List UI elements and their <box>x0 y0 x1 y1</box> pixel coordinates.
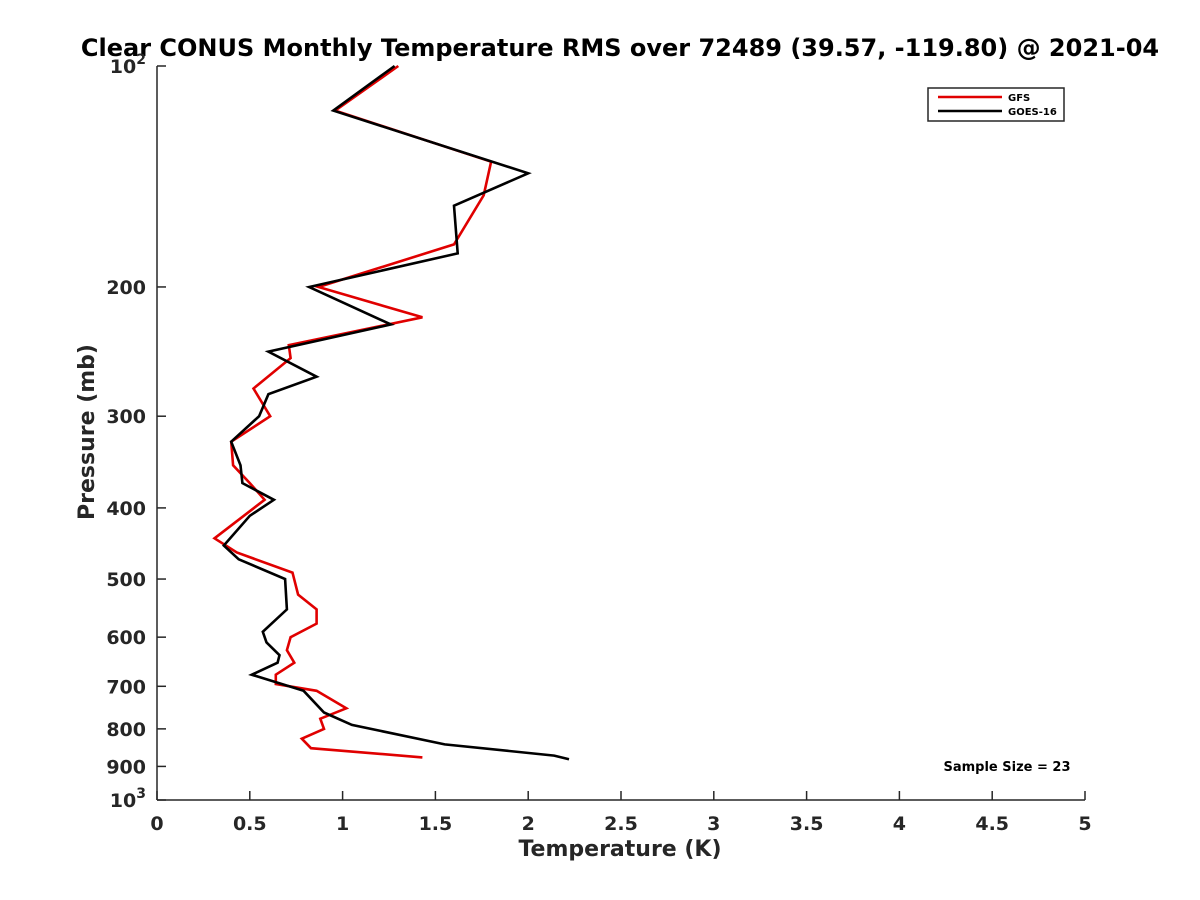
sample-size-note: Sample Size = 23 <box>943 760 1070 775</box>
y-tick-label-base: 10 <box>110 790 136 812</box>
y-tick-label-base: 10 <box>110 56 136 78</box>
x-tick-label: 2.5 <box>604 813 638 835</box>
x-tick-label: 1.5 <box>419 813 453 835</box>
x-tick-label: 3 <box>707 813 720 835</box>
x-axis: 0 0.5 1 1.5 2 2.5 3 3.5 4 4.5 5 <box>150 791 1092 835</box>
x-tick-label: 0 <box>150 813 163 835</box>
legend-label: GOES-16 <box>1008 107 1057 118</box>
x-tick-label: 5 <box>1078 813 1091 835</box>
legend-label: GFS <box>1008 93 1030 104</box>
y-tick-label: 200 <box>106 277 146 299</box>
series-line-goes-16 <box>221 64 570 761</box>
y-tick-label: 700 <box>106 676 146 698</box>
x-tick-label: 1 <box>336 813 349 835</box>
y-tick-label-exponent: 2 <box>136 52 146 68</box>
series-layer <box>212 64 570 761</box>
y-tick-label-exponent: 3 <box>136 786 146 802</box>
legend: GFS GOES-16 <box>927 87 1065 122</box>
x-tick-label: 3.5 <box>790 813 824 835</box>
x-tick-label: 0.5 <box>233 813 267 835</box>
y-tick-label: 500 <box>106 569 146 591</box>
series-line-gfs <box>212 64 493 759</box>
y-tick-label: 400 <box>106 498 146 520</box>
x-tick-label: 2 <box>522 813 535 835</box>
x-axis-label: Temperature (K) <box>518 837 721 862</box>
y-tick-label: 103 <box>110 786 146 812</box>
x-tick-label: 4.5 <box>975 813 1009 835</box>
x-tick-label: 4 <box>893 813 906 835</box>
y-tick-label: 102 <box>110 52 146 78</box>
y-tick-label: 900 <box>106 756 146 778</box>
y-tick-label: 300 <box>106 406 146 428</box>
y-tick-label: 600 <box>106 627 146 649</box>
legend-box <box>927 87 1065 122</box>
y-axis-label: Pressure (mb) <box>75 344 100 520</box>
y-tick-label: 800 <box>106 719 146 741</box>
chart-title: Clear CONUS Monthly Temperature RMS over… <box>81 34 1159 62</box>
